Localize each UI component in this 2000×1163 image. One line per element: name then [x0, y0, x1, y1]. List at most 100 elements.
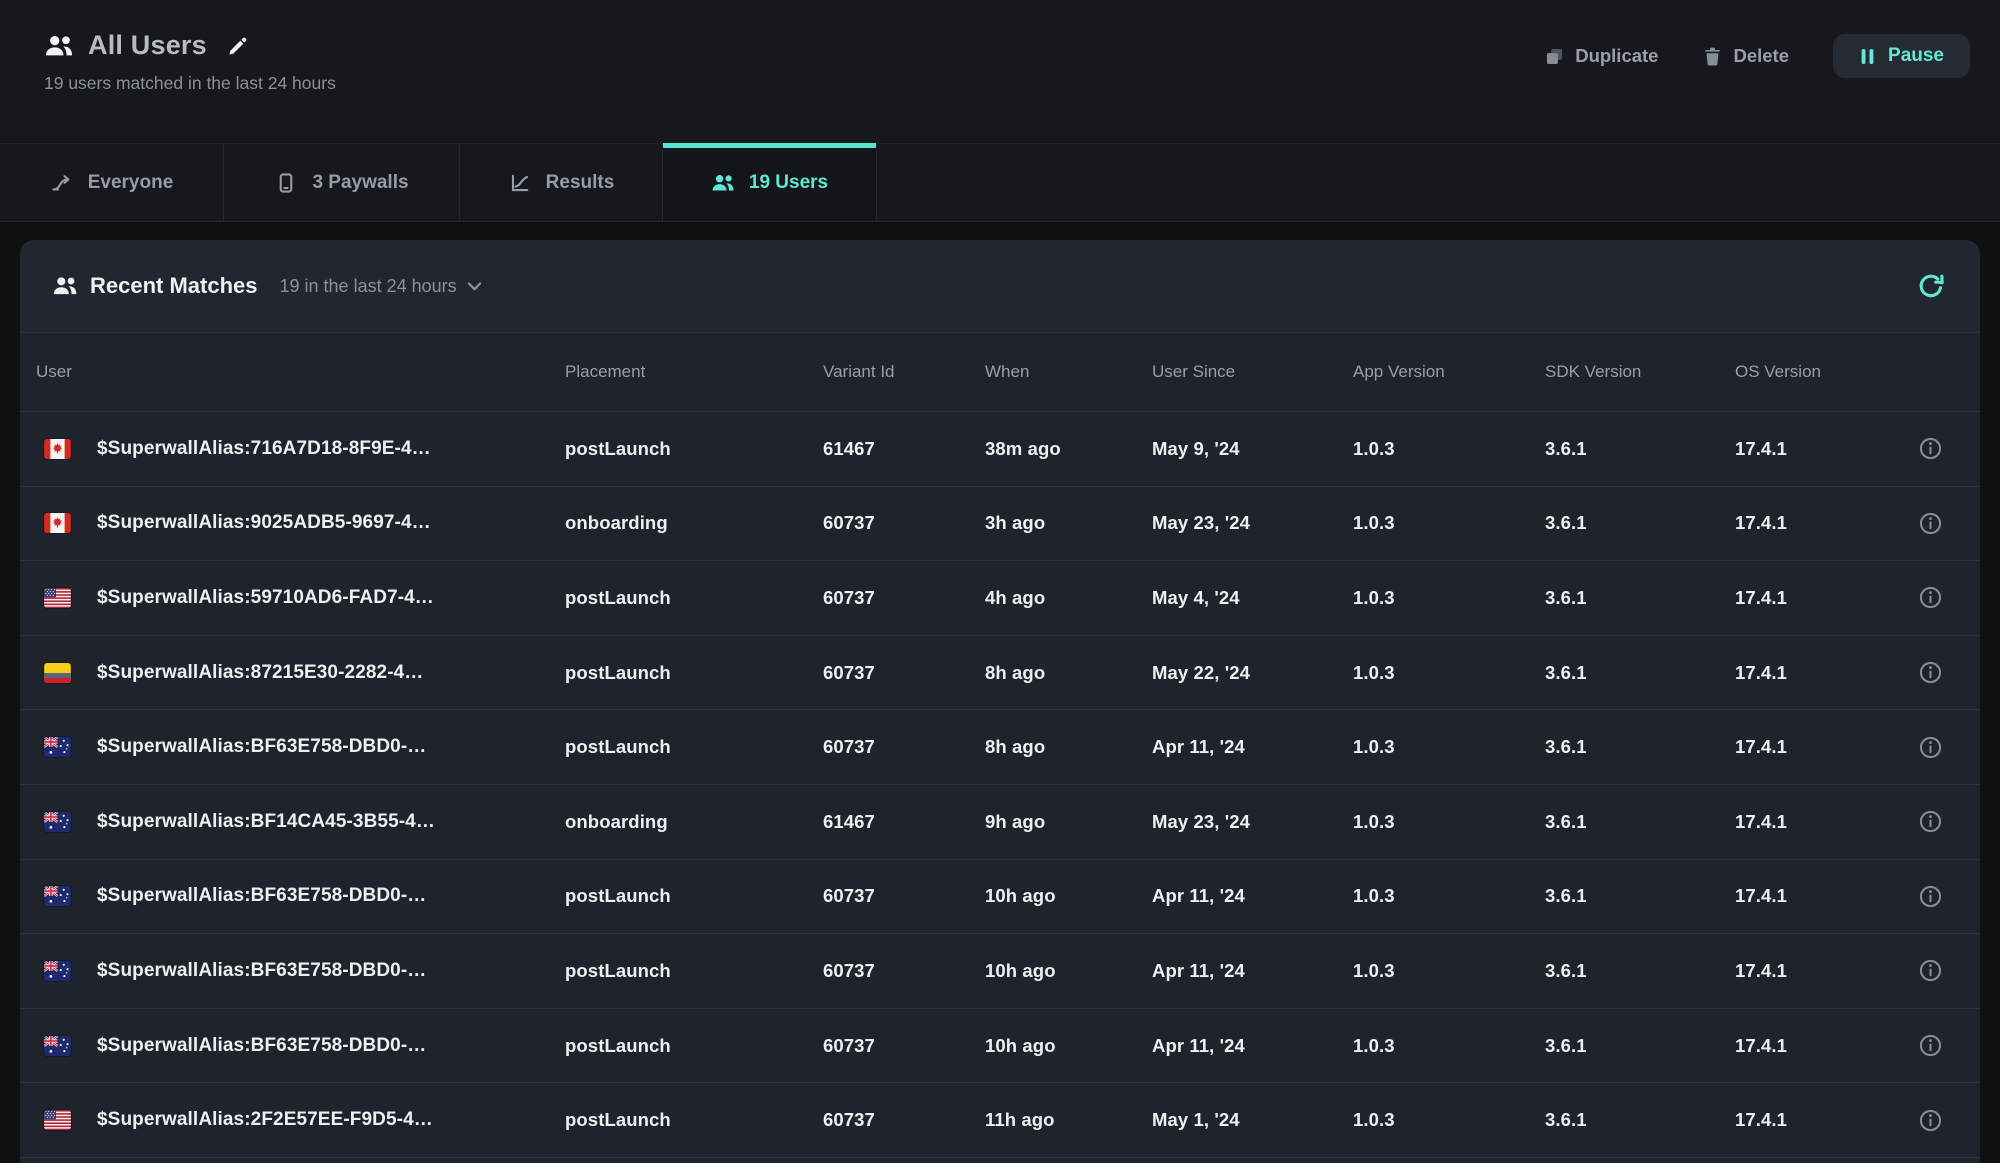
info-icon[interactable] [1917, 584, 1944, 611]
table-row[interactable]: $SuperwallAlias:716A7D18-8F9E-4…postLaun… [20, 412, 1980, 487]
column-header-when: When [985, 362, 1152, 382]
chevron-down-icon [467, 279, 482, 294]
table-row[interactable]: $SuperwallAlias:9025ADB5-9697-4…onboardi… [20, 487, 1980, 562]
app-cell: 1.0.3 [1353, 587, 1545, 609]
placement-cell: postLaunch [565, 736, 823, 758]
user-cell: $SuperwallAlias:716A7D18-8F9E-4… [20, 438, 565, 460]
column-header-app: App Version [1353, 362, 1545, 382]
when-cell: 10h ago [985, 885, 1152, 907]
os-cell: 17.4.1 [1735, 1109, 1880, 1131]
user-cell: $SuperwallAlias:BF63E758-DBD0-… [20, 960, 565, 982]
user-alias: $SuperwallAlias:BF63E758-DBD0-… [97, 885, 426, 907]
header-actions: Duplicate Delete Pause [1544, 30, 1970, 78]
duplicate-button[interactable]: Duplicate [1544, 45, 1658, 67]
since-cell: May 23, '24 [1152, 811, 1353, 833]
phone-icon [274, 172, 298, 194]
user-cell: $SuperwallAlias:BF14CA45-3B55-4… [20, 811, 565, 833]
filter-label: 19 in the last 24 hours [280, 276, 457, 297]
info-icon[interactable] [1917, 435, 1944, 462]
panel-title: Recent Matches [90, 273, 258, 299]
variant-cell: 60737 [823, 587, 985, 609]
info-cell [1880, 1107, 1980, 1134]
table-row[interactable]: $SuperwallAlias:87215E30-2282-4…postLaun… [20, 636, 1980, 711]
users-icon [52, 273, 78, 299]
table-row[interactable]: $SuperwallAlias:BF63E758-DBD0-…postLaunc… [20, 1009, 1980, 1084]
table-row[interactable]: $SuperwallAlias:BF63E758-DBD0-… postLaunc… [20, 710, 1980, 785]
app-cell: 1.0.3 [1353, 512, 1545, 534]
user-cell: $SuperwallAlias:2F2E57EE-F9D5-4… [20, 1109, 565, 1131]
when-cell: 3h ago [985, 512, 1152, 534]
info-cell [1880, 808, 1980, 835]
placement-cell: postLaunch [565, 960, 823, 982]
user-alias: $SuperwallAlias:87215E30-2282-4… [97, 662, 423, 684]
when-cell: 11h ago [985, 1109, 1152, 1131]
au-flag-icon [44, 812, 71, 832]
app-cell: 1.0.3 [1353, 885, 1545, 907]
table-row[interactable]: $SuperwallAlias:BF14CA45-3B55-4…onboardi… [20, 785, 1980, 860]
info-cell [1880, 957, 1980, 984]
page-title: All Users [88, 30, 207, 61]
users-icon [711, 172, 735, 194]
info-icon[interactable] [1917, 1032, 1944, 1059]
user-alias: $SuperwallAlias:2F2E57EE-F9D5-4… [97, 1109, 433, 1131]
since-cell: May 1, '24 [1152, 1109, 1353, 1131]
table-body: $SuperwallAlias:716A7D18-8F9E-4… postLaun… [20, 412, 1980, 1163]
user-cell: $SuperwallAlias:BF63E758-DBD0-… [20, 885, 565, 907]
user-alias: $SuperwallAlias:59710AD6-FAD7-4… [97, 587, 434, 609]
header-title-block: All Users 19 users matched in the last 2… [44, 30, 336, 94]
user-alias: $SuperwallAlias:BF14CA45-3B55-4… [97, 811, 435, 833]
user-alias: $SuperwallAlias:716A7D18-8F9E-4… [97, 438, 431, 460]
os-cell: 17.4.1 [1735, 438, 1880, 460]
when-cell: 10h ago [985, 960, 1152, 982]
since-cell: May 4, '24 [1152, 587, 1353, 609]
sdk-cell: 3.6.1 [1545, 587, 1735, 609]
app-cell: 1.0.3 [1353, 438, 1545, 460]
since-cell: Apr 11, '24 [1152, 1035, 1353, 1057]
tab-19-users[interactable]: 19 Users [663, 144, 877, 221]
variant-cell: 60737 [823, 960, 985, 982]
matches-filter-dropdown[interactable]: 19 in the last 24 hours [280, 276, 482, 297]
info-icon[interactable] [1917, 734, 1944, 761]
sdk-cell: 3.6.1 [1545, 885, 1735, 907]
info-cell [1880, 1032, 1980, 1059]
delete-button[interactable]: Delete [1702, 45, 1789, 67]
table-row[interactable]: $SuperwallAlias:2F2E57EE-F9D5-4…postLaun… [20, 1083, 1980, 1158]
tab-everyone[interactable]: Everyone [0, 144, 224, 221]
table-header-row: UserPlacementVariant IdWhenUser SinceApp… [20, 333, 1980, 412]
edit-pencil-icon[interactable] [227, 35, 249, 57]
info-icon[interactable] [1917, 957, 1944, 984]
os-cell: 17.4.1 [1735, 960, 1880, 982]
info-icon[interactable] [1917, 1107, 1944, 1134]
info-icon[interactable] [1917, 659, 1944, 686]
user-cell: $SuperwallAlias:9025ADB5-9697-4… [20, 512, 565, 534]
since-cell: Apr 11, '24 [1152, 736, 1353, 758]
table-row[interactable]: $SuperwallAlias:BF63E758-DBD0-…postLaunc… [20, 860, 1980, 935]
tab-results[interactable]: Results [460, 144, 663, 221]
pause-label: Pause [1888, 45, 1944, 67]
column-header-variant: Variant Id [823, 362, 985, 382]
user-alias: $SuperwallAlias:BF63E758-DBD0-… [97, 1035, 426, 1057]
since-cell: Apr 11, '24 [1152, 960, 1353, 982]
info-cell [1880, 659, 1980, 686]
ca-flag-icon [44, 513, 71, 533]
sdk-cell: 3.6.1 [1545, 1035, 1735, 1057]
when-cell: 8h ago [985, 662, 1152, 684]
user-cell: $SuperwallAlias:BF63E758-DBD0-… [20, 1035, 565, 1057]
tab-label: 3 Paywalls [312, 172, 408, 194]
sdk-cell: 3.6.1 [1545, 1109, 1735, 1131]
info-icon[interactable] [1917, 510, 1944, 537]
tab-3-paywalls[interactable]: 3 Paywalls [224, 144, 460, 221]
panel-header: Recent Matches 19 in the last 24 hours [20, 240, 1980, 333]
variant-cell: 60737 [823, 736, 985, 758]
au-flag-icon [44, 737, 71, 757]
us-flag-icon [44, 588, 71, 608]
table-row[interactable]: $SuperwallAlias:59710AD6-FAD7-4…postLaun… [20, 561, 1980, 636]
info-icon[interactable] [1917, 808, 1944, 835]
user-alias: $SuperwallAlias:BF63E758-DBD0-… [97, 736, 426, 758]
pause-button[interactable]: Pause [1833, 34, 1970, 78]
info-icon[interactable] [1917, 883, 1944, 910]
refresh-button[interactable] [1916, 271, 1946, 301]
info-cell [1880, 435, 1980, 462]
sdk-cell: 3.6.1 [1545, 811, 1735, 833]
table-row[interactable]: $SuperwallAlias:BF63E758-DBD0-…postLaunc… [20, 934, 1980, 1009]
